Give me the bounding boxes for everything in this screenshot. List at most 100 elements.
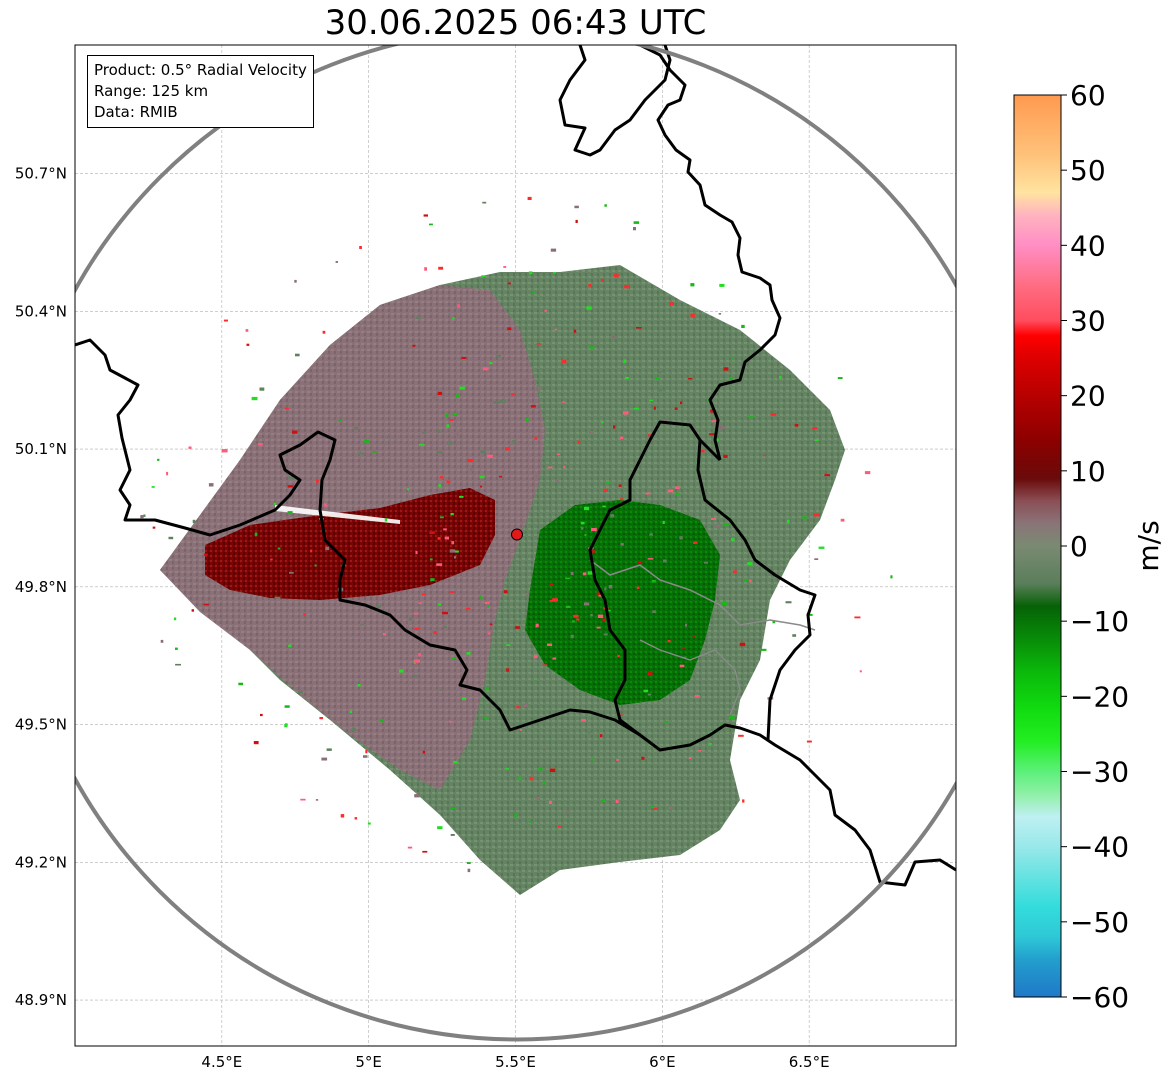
echo-speckle	[418, 653, 421, 657]
echo-speckle	[440, 689, 443, 691]
echo-speckle	[864, 471, 871, 475]
echo-speckle	[619, 714, 623, 716]
echo-speckle	[482, 201, 487, 204]
echo-speckle	[624, 284, 630, 289]
echo-speckle	[547, 466, 553, 469]
echo-speckle	[549, 768, 556, 772]
echo-speckle	[487, 605, 490, 608]
echo-speckle	[654, 376, 660, 380]
echo-speckle	[326, 748, 332, 751]
echo-speckle	[439, 516, 444, 519]
echo-speckle	[363, 755, 368, 758]
echo-speckle	[321, 757, 328, 761]
echo-speckle	[260, 713, 263, 717]
echo-speckle	[669, 806, 673, 810]
echo-speckle	[657, 388, 663, 392]
echo-speckle	[647, 672, 653, 676]
echo-speckle	[674, 407, 678, 410]
echo-speckle	[748, 416, 755, 418]
echo-speckle	[580, 521, 585, 525]
echo-speckle	[570, 572, 574, 575]
echo-speckle	[382, 633, 387, 636]
echo-speckle	[192, 519, 196, 524]
echo-speckle	[175, 663, 181, 666]
echo-speckle	[649, 399, 653, 402]
echo-speckle	[421, 593, 426, 596]
echo-speckle	[465, 607, 471, 610]
echo-speckle	[584, 533, 587, 536]
echo-speckle	[322, 330, 326, 334]
echo-speckle	[479, 475, 485, 479]
colorbar: 60 50 40 30 20 10 0 −10 −20 −30 −40 −50 −60 m/s	[1013, 79, 1165, 1014]
echo-speckle	[433, 631, 437, 635]
echo-speckle	[482, 367, 489, 371]
echo-speckle	[223, 319, 228, 322]
echo-speckle	[588, 431, 593, 434]
echo-speckle	[792, 634, 797, 637]
echo-speckle	[532, 291, 535, 294]
echo-speckle	[703, 561, 708, 564]
colorbar-tick-label: 40	[1070, 229, 1106, 262]
echo-speckle	[577, 440, 581, 444]
echo-speckle	[563, 466, 566, 469]
echo-speckle	[512, 440, 516, 443]
echo-speckle	[289, 572, 294, 574]
echo-speckle	[709, 433, 715, 436]
echo-speckle	[450, 834, 455, 836]
longitude-tick-labels: 4.5°E 5°E 5.5°E 6°E 6.5°E	[201, 1053, 829, 1071]
echo-speckle	[606, 482, 611, 485]
echo-speckle	[292, 430, 298, 434]
echo-speckle	[760, 648, 767, 651]
echo-speckle	[188, 446, 192, 449]
echo-speckle	[484, 716, 489, 719]
latitude-tick-labels: 50.7°N 50.4°N 50.1°N 49.8°N 49.5°N 49.2°N 48.9…	[15, 165, 67, 1010]
echo-speckle	[363, 439, 370, 443]
echo-speckle	[599, 734, 603, 737]
echo-speckle	[519, 729, 522, 731]
echo-speckle	[708, 743, 712, 745]
echo-speckle	[451, 657, 456, 660]
echo-speckle	[288, 476, 295, 480]
echo-speckle	[258, 443, 263, 446]
echo-speckle	[658, 371, 663, 374]
echo-speckle	[506, 668, 510, 672]
echo-speckle	[688, 757, 692, 759]
echo-speckle	[414, 659, 420, 663]
echo-speckle	[549, 600, 555, 602]
echo-speckle	[437, 603, 442, 606]
echo-speckle	[422, 850, 428, 853]
echo-speckle	[234, 614, 239, 619]
echo-speckle	[649, 533, 653, 536]
echo-speckle	[507, 327, 512, 331]
echo-speckle	[481, 362, 485, 365]
echo-speckle	[314, 564, 317, 567]
echo-speckle	[503, 590, 508, 594]
echo-speckle	[470, 468, 473, 472]
lat-tick-label: 48.9°N	[15, 991, 67, 1009]
echo-speckle	[251, 396, 258, 401]
echo-speckle	[840, 518, 845, 522]
echo-speckle	[837, 377, 843, 379]
echo-speckle	[607, 609, 611, 612]
lon-tick-label: 5°E	[355, 1053, 382, 1071]
echo-speckle	[610, 514, 615, 518]
echo-speckle	[453, 433, 460, 436]
lon-tick-label: 5.5°E	[495, 1053, 536, 1071]
echo-speckle	[890, 575, 893, 579]
echo-speckle	[664, 721, 669, 723]
echo-speckle	[625, 376, 629, 379]
river-moselle	[589, 559, 816, 631]
echo-speckle	[675, 486, 680, 489]
echo-speckle	[481, 275, 486, 277]
echo-speckle	[442, 611, 448, 615]
echo-speckle	[580, 719, 586, 722]
echo-speckle	[622, 411, 629, 415]
echo-speckle	[449, 419, 454, 421]
echo-speckle	[406, 488, 410, 491]
echo-speckle	[157, 458, 160, 461]
echo-speckle	[399, 669, 404, 673]
echo-speckle	[562, 401, 565, 403]
echo-speckle	[692, 635, 696, 637]
echo-speckle	[466, 862, 471, 864]
